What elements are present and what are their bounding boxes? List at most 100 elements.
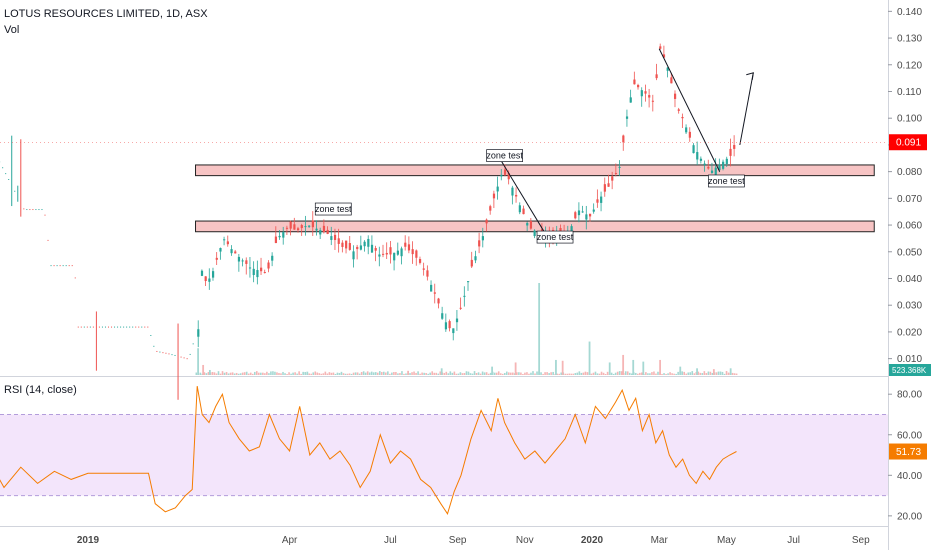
candle-body bbox=[622, 135, 625, 143]
volume-bar bbox=[423, 372, 425, 375]
candle-body bbox=[200, 270, 204, 276]
volume-bar bbox=[197, 348, 199, 375]
volume-bar bbox=[624, 371, 627, 375]
candle-body bbox=[618, 166, 621, 168]
annotation-box bbox=[708, 174, 745, 188]
candle-body bbox=[459, 307, 462, 309]
volume-bar bbox=[348, 373, 351, 375]
volume-bar bbox=[366, 371, 369, 375]
volume-bar bbox=[399, 373, 401, 375]
volume-bar bbox=[308, 373, 311, 375]
candle-body bbox=[293, 224, 296, 230]
volume-bar bbox=[208, 369, 211, 375]
candle-body bbox=[685, 127, 688, 133]
time-tick-label: May bbox=[717, 535, 736, 546]
candle-body bbox=[333, 234, 337, 241]
candle-body bbox=[655, 74, 658, 79]
volume-bar bbox=[314, 371, 317, 375]
candle-body bbox=[311, 220, 314, 228]
candle-body bbox=[600, 196, 603, 203]
volume-bar bbox=[673, 373, 675, 375]
volume-bar bbox=[612, 373, 615, 375]
time-tick-label: Apr bbox=[282, 535, 298, 546]
candle-body bbox=[526, 222, 529, 226]
volume-bar bbox=[594, 371, 597, 375]
volume-bar bbox=[681, 371, 683, 375]
price-axis-layer: 0.1400.1300.1200.1100.1000.0900.0800.070… bbox=[0, 7, 931, 376]
volume-bar bbox=[675, 373, 677, 375]
volume-bar bbox=[616, 371, 619, 375]
candles-layer bbox=[0, 43, 736, 400]
volume-bar bbox=[536, 371, 538, 375]
volume-bar bbox=[274, 371, 276, 375]
volume-bar bbox=[725, 371, 728, 375]
volume-bar bbox=[526, 372, 528, 375]
volume-bar bbox=[344, 373, 347, 375]
volume-bar bbox=[699, 372, 702, 375]
candle-body bbox=[529, 221, 533, 229]
time-tick-label: 2020 bbox=[581, 535, 604, 546]
candle-body bbox=[607, 183, 610, 187]
volume-bar bbox=[262, 372, 264, 375]
candle-body bbox=[677, 109, 680, 111]
volume-bar bbox=[387, 371, 389, 375]
volume-bar bbox=[719, 371, 722, 375]
candle-body bbox=[326, 229, 329, 234]
candle-body bbox=[345, 240, 348, 249]
volume-bar bbox=[421, 372, 423, 375]
volume-bar bbox=[437, 373, 440, 375]
volume-bar bbox=[332, 372, 335, 375]
candle-body bbox=[673, 93, 677, 99]
candle-body bbox=[260, 267, 263, 272]
volume-bar bbox=[280, 373, 282, 375]
rsi-tick-label: 60.00 bbox=[897, 430, 922, 441]
volume-bar bbox=[510, 372, 512, 375]
volume-bar bbox=[508, 372, 510, 375]
candle-body bbox=[729, 148, 732, 156]
volume-bar bbox=[266, 371, 268, 375]
volume-bar bbox=[342, 373, 345, 375]
volume-bar bbox=[221, 371, 224, 375]
candle-body bbox=[433, 292, 436, 294]
time-axis-layer: 2019 Apr Jul Sep Nov 2020 Mar May Jul Sep bbox=[77, 535, 870, 546]
volume-bar bbox=[403, 373, 405, 375]
volume-bar bbox=[715, 372, 718, 375]
candle-body bbox=[322, 225, 326, 233]
volume-bar bbox=[378, 371, 381, 375]
volume-bar bbox=[374, 372, 377, 375]
volume-bar bbox=[552, 371, 554, 375]
volume-bar bbox=[419, 373, 421, 375]
volume-bar bbox=[709, 371, 712, 375]
volume-bar bbox=[465, 371, 468, 375]
volume-bar bbox=[229, 372, 232, 375]
volume-bar bbox=[425, 373, 427, 375]
volume-bar bbox=[475, 372, 478, 375]
candle-body bbox=[245, 260, 248, 264]
volume-bar bbox=[278, 373, 280, 375]
candle-body bbox=[518, 205, 521, 213]
candle-body bbox=[718, 164, 721, 171]
annotation-box bbox=[486, 149, 523, 162]
volume-bar bbox=[653, 371, 655, 375]
volume-bar bbox=[435, 372, 438, 375]
candle-body bbox=[197, 329, 200, 337]
candle-body bbox=[348, 243, 351, 250]
candle-body bbox=[511, 187, 514, 196]
candle-body bbox=[304, 226, 307, 228]
volume-bar bbox=[296, 373, 298, 375]
candle-body bbox=[319, 230, 322, 235]
volume-bar bbox=[655, 373, 657, 375]
volume-bar bbox=[356, 372, 359, 375]
volume-bar bbox=[469, 373, 472, 375]
volume-bar bbox=[451, 372, 454, 375]
volume-bar bbox=[292, 372, 294, 375]
volume-bar bbox=[411, 372, 413, 375]
volume-bar bbox=[320, 373, 323, 375]
candle-body bbox=[374, 248, 377, 251]
candle-body bbox=[204, 276, 207, 282]
volume-bar bbox=[555, 359, 557, 375]
volume-bar bbox=[463, 373, 466, 375]
candle-body bbox=[500, 174, 503, 177]
volume-bar bbox=[457, 373, 460, 375]
